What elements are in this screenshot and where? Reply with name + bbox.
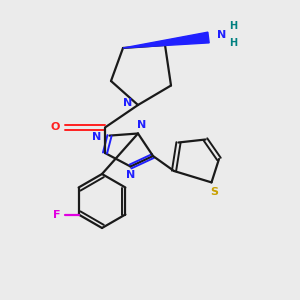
Text: F: F bbox=[53, 209, 61, 220]
Polygon shape bbox=[123, 32, 209, 48]
Text: H: H bbox=[229, 38, 237, 49]
Text: H: H bbox=[229, 21, 237, 31]
Text: N: N bbox=[92, 132, 101, 142]
Text: O: O bbox=[51, 122, 60, 133]
Text: N: N bbox=[218, 29, 226, 40]
Text: N: N bbox=[137, 120, 146, 130]
Text: S: S bbox=[211, 187, 218, 197]
Text: N: N bbox=[126, 170, 135, 181]
Text: N: N bbox=[123, 98, 132, 109]
